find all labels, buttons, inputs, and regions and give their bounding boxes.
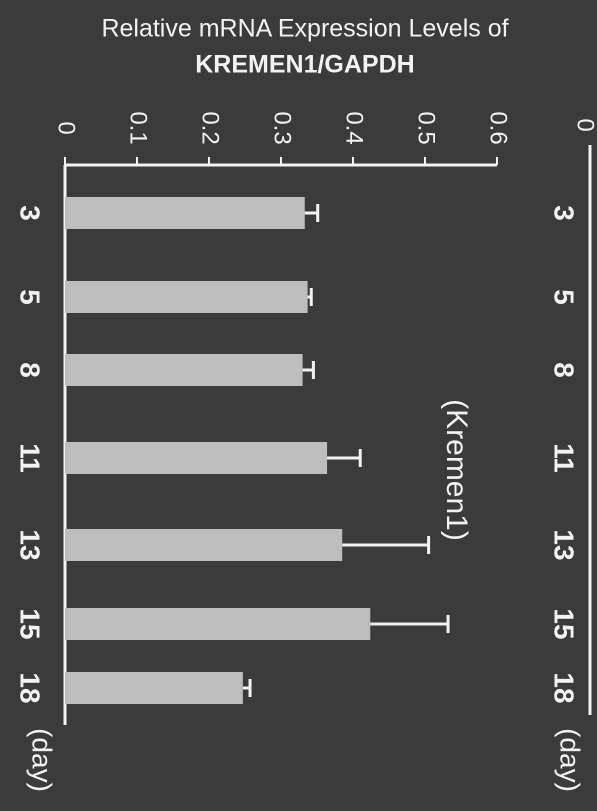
y-tick-label: 0.5: [413, 111, 440, 144]
y-tick-label: 0: [572, 118, 597, 131]
y-tick-label: 0.2: [197, 111, 224, 144]
bar: [65, 608, 371, 640]
x-tick-label: 5: [549, 289, 580, 305]
bar: [65, 672, 243, 704]
bar: [65, 281, 308, 313]
x-tick-label: 18: [15, 672, 46, 703]
x-tick-label: 5: [15, 289, 46, 305]
x-tick-label: 18: [549, 672, 580, 703]
chart-title: Relative mRNA Expression Levels of: [101, 15, 508, 43]
x-axis-label: (day): [555, 728, 586, 792]
x-tick-label: 8: [549, 362, 580, 378]
chart-subtitle: KREMEN1/GAPDH: [195, 51, 414, 79]
x-tick-label: 11: [15, 443, 46, 473]
x-tick-label: 8: [15, 362, 46, 378]
x-tick-label: 15: [549, 608, 580, 639]
y-tick-label: 0: [53, 121, 80, 134]
x-tick-label: 13: [549, 529, 580, 560]
y-tick-label: 0.6: [485, 111, 512, 144]
bar: [65, 197, 305, 229]
bar: [65, 442, 328, 474]
bar: [65, 354, 303, 386]
y-tick-label: 0.1: [125, 111, 152, 144]
annotation: (Kremen1): [440, 399, 473, 541]
x-axis-label: (day): [27, 728, 58, 792]
bar: [65, 529, 343, 561]
x-tick-label: 15: [15, 608, 46, 639]
x-tick-label: 3: [549, 205, 580, 221]
y-tick-label: 0.3: [269, 111, 296, 144]
x-tick-label: 13: [15, 529, 46, 560]
x-tick-label: 3: [15, 205, 46, 221]
y-tick-label: 0.4: [341, 111, 368, 144]
x-tick-label: 11: [549, 443, 580, 473]
